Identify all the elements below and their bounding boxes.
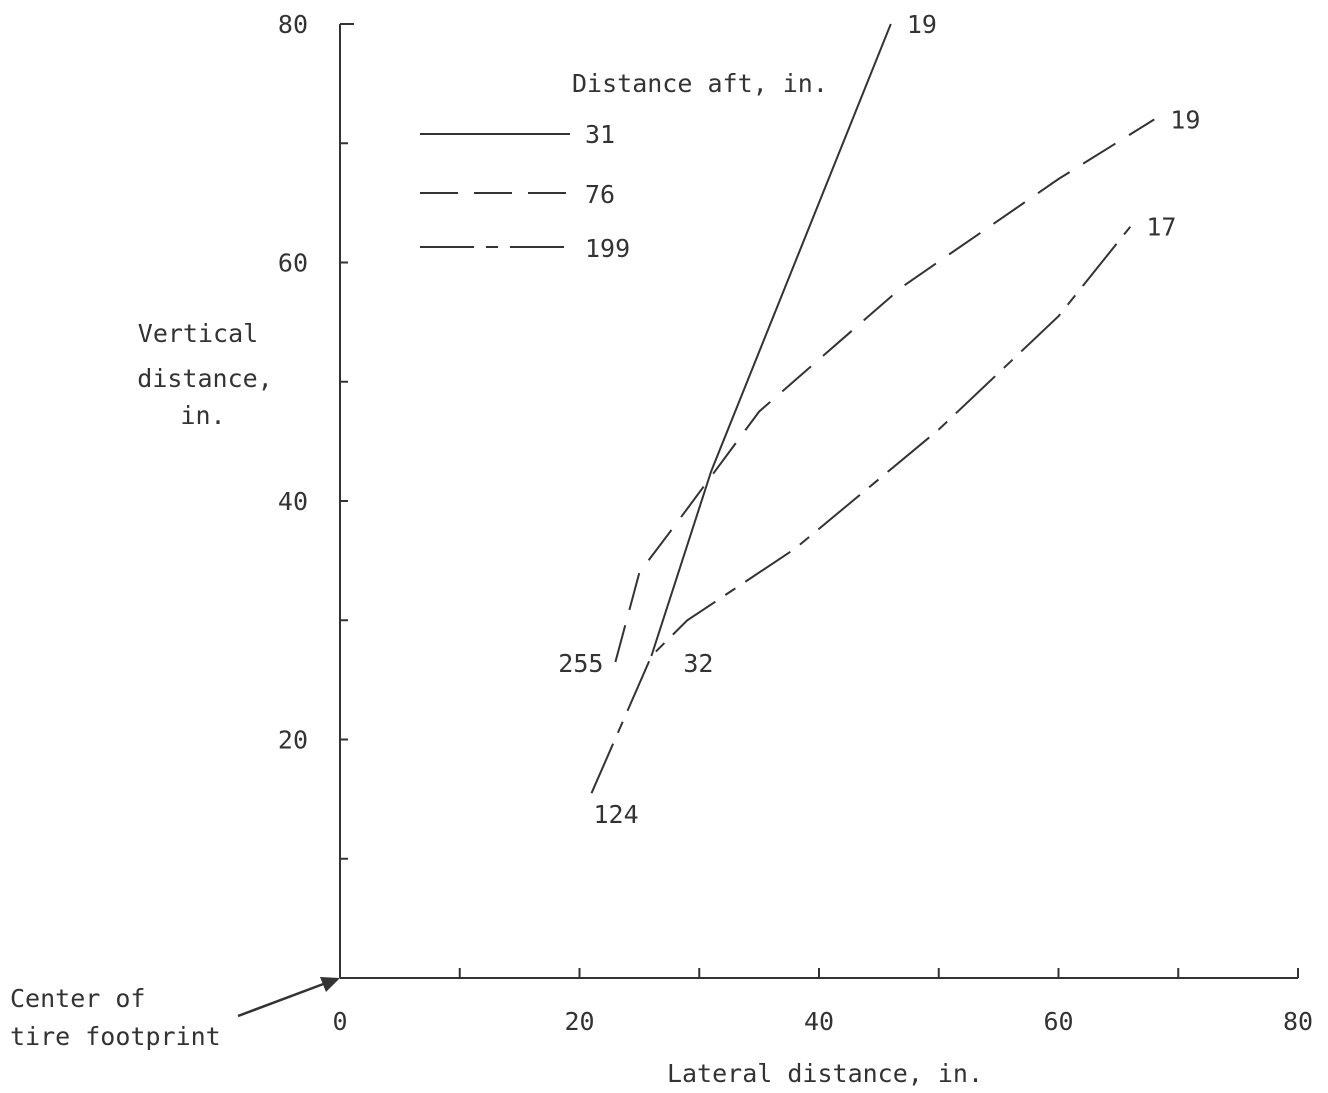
series-start-label-199: 124 bbox=[593, 800, 638, 829]
legend-label-76: 76 bbox=[585, 180, 615, 209]
series-start-label-31: 32 bbox=[683, 649, 713, 678]
series-line-31 bbox=[650, 23, 892, 657]
x-tick-label-60: 60 bbox=[1043, 1007, 1073, 1036]
y-axis-label-line-3: in. bbox=[180, 401, 225, 430]
y-tick-label-60: 60 bbox=[278, 249, 308, 278]
x-tick-label-80: 80 bbox=[1283, 1007, 1313, 1036]
y-axis-label-line-1: Vertical bbox=[138, 319, 258, 348]
series-line-199 bbox=[590, 226, 1132, 794]
legend-title: Distance aft, in. bbox=[572, 69, 828, 98]
legend-label-199: 199 bbox=[585, 234, 630, 263]
tick-marks bbox=[340, 23, 1299, 978]
origin-annotation-line-1: Center of bbox=[10, 984, 145, 1013]
origin-annotation-line-2: tire footprint bbox=[10, 1022, 221, 1051]
y-tick-label-20: 20 bbox=[278, 726, 308, 755]
series-group bbox=[590, 23, 1155, 794]
legend-label-31: 31 bbox=[585, 120, 615, 149]
x-tick-label-0: 0 bbox=[332, 1007, 347, 1036]
y-tick-label-80: 80 bbox=[278, 10, 308, 39]
series-end-label-76: 19 bbox=[1170, 105, 1200, 134]
origin-arrow bbox=[237, 977, 340, 1018]
x-tick-label-20: 20 bbox=[564, 1007, 594, 1036]
series-start-label-76: 255 bbox=[558, 649, 603, 678]
x-tick-label-40: 40 bbox=[804, 1007, 834, 1036]
axes bbox=[339, 24, 1298, 979]
y-axis-label-line-2: distance, bbox=[137, 364, 272, 393]
series-end-label-199: 17 bbox=[1146, 213, 1176, 242]
legend: Distance aft, in. 31 76 199 bbox=[420, 69, 828, 263]
series-end-label-31: 19 bbox=[907, 10, 937, 39]
x-axis-label: Lateral distance, in. bbox=[667, 1059, 983, 1088]
series-labels: 32 19 255 19 124 17 bbox=[558, 10, 1200, 829]
series-line-76 bbox=[614, 118, 1155, 663]
tick-labels: 0 20 40 60 80 20 40 60 80 bbox=[278, 10, 1313, 1036]
y-tick-label-40: 40 bbox=[278, 487, 308, 516]
